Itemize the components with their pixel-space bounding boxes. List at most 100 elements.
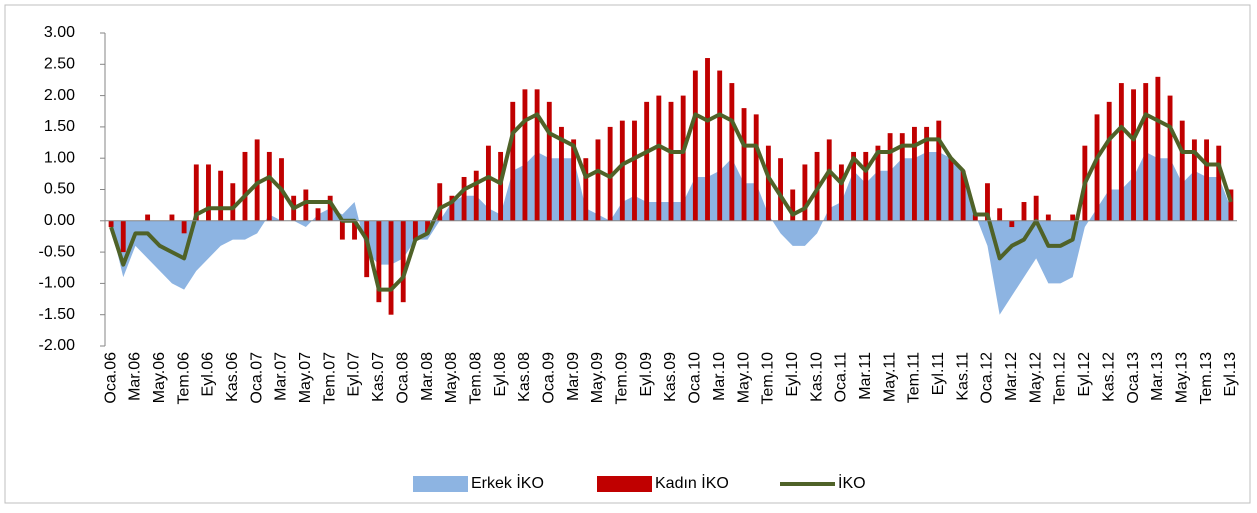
bar	[218, 170, 224, 221]
bar	[522, 89, 528, 221]
x-tick-label: Tem.13	[1198, 352, 1215, 405]
x-tick-label: Eyl.11	[930, 352, 947, 395]
x-tick-label: Tem.10	[760, 352, 777, 405]
bar	[692, 70, 698, 221]
x-tick-label: Oca.06	[102, 352, 119, 404]
x-tick-label: Eyl.07	[346, 352, 363, 397]
bar	[680, 95, 686, 221]
bar	[546, 101, 552, 221]
bar	[559, 126, 564, 221]
bar	[571, 139, 577, 221]
bar	[997, 208, 1003, 221]
bar	[1033, 195, 1039, 221]
legend-label: Erkek İKO	[471, 473, 544, 492]
x-tick-label: Oca.09	[540, 352, 557, 404]
x-tick-label: Tem.06	[175, 352, 192, 405]
x-tick-label: Oca.08	[394, 352, 411, 404]
x-tick-label: Mar.09	[565, 352, 582, 401]
bar	[108, 220, 114, 228]
x-tick-label: Tem.12	[1052, 352, 1069, 405]
bar	[315, 208, 321, 221]
bar	[485, 145, 491, 221]
bar	[534, 89, 540, 221]
x-tick-label: Kas.06	[224, 352, 241, 402]
x-tick-label: Eyl.12	[1076, 352, 1093, 397]
bar	[412, 220, 418, 240]
y-tick-label: 2.00	[44, 87, 75, 104]
x-tick-label: May.08	[443, 352, 460, 403]
bar	[851, 151, 857, 221]
x-tick-label: Kas.09	[662, 352, 679, 402]
bar	[352, 220, 357, 240]
bar	[838, 164, 844, 221]
x-tick-label: May.06	[151, 352, 168, 403]
bar	[266, 151, 272, 221]
x-tick-label: Eyl.10	[784, 352, 801, 397]
x-tick-label: May.11	[881, 352, 898, 402]
x-tick-label: Mar.10	[711, 352, 728, 401]
y-tick-label: -2.00	[39, 337, 76, 354]
bar	[206, 164, 211, 221]
y-tick-label: -1.50	[39, 306, 76, 323]
bar	[400, 220, 406, 303]
bar	[473, 170, 479, 221]
bar	[425, 220, 430, 234]
x-tick-label: Tem.07	[321, 352, 338, 405]
bar	[595, 139, 601, 221]
bar	[120, 220, 126, 253]
x-tick-label: Kas.07	[370, 352, 387, 402]
bar	[778, 158, 783, 221]
bar	[1167, 95, 1173, 221]
bar	[169, 214, 175, 221]
bar	[985, 183, 990, 221]
bar	[461, 176, 467, 221]
x-tick-label: Mar.06	[127, 352, 144, 401]
line	[109, 112, 1233, 292]
legend-swatch	[597, 476, 652, 492]
bar	[449, 195, 455, 221]
x-tick-label: Mar.12	[1003, 352, 1020, 401]
bar	[948, 158, 954, 221]
bar	[583, 158, 589, 221]
x-tick-label: Kas.12	[1100, 352, 1117, 402]
bar	[145, 214, 151, 221]
bar	[510, 101, 516, 221]
y-tick-label: 3.00	[44, 24, 75, 41]
y-tick-label: 1.50	[44, 118, 75, 135]
bar	[802, 164, 808, 221]
bar	[668, 101, 674, 221]
x-tick-label: May.07	[297, 352, 314, 403]
bar	[193, 164, 199, 221]
bar	[437, 183, 443, 221]
x-tick-label: Oca.13	[1125, 352, 1142, 404]
x-tick-label: Tem.09	[614, 352, 631, 405]
bar	[705, 58, 710, 221]
bar	[1191, 139, 1197, 221]
x-tick-label: Tem.08	[467, 352, 484, 405]
bar	[1045, 214, 1051, 221]
bar	[1106, 101, 1112, 221]
x-tick-label: Oca.10	[687, 352, 704, 404]
x-tick-label: Tem.11	[906, 352, 923, 403]
x-tick-label: Kas.08	[516, 352, 533, 402]
x-tick-label: Oca.11	[833, 352, 850, 403]
x-tick-label: May.12	[1027, 352, 1044, 403]
y-tick-label: 2.50	[44, 56, 75, 73]
x-tick-label: Kas.11	[954, 352, 971, 401]
x-tick-label: Mar.08	[419, 352, 436, 401]
bar	[1179, 120, 1185, 221]
bar	[826, 139, 832, 221]
bar	[924, 126, 930, 221]
bar	[254, 139, 260, 221]
legend-label: Kadın İKO	[655, 473, 729, 492]
y-tick-label: 0.00	[44, 212, 75, 229]
bar	[607, 126, 613, 221]
bar	[327, 195, 333, 221]
bar	[765, 145, 771, 221]
y-tick-label: 1.00	[44, 149, 75, 166]
bar	[1204, 139, 1210, 221]
x-tick-label: Oca.12	[979, 352, 996, 404]
x-tick-label: Mar.11	[857, 352, 874, 400]
y-tick-label: 0.50	[44, 181, 75, 198]
